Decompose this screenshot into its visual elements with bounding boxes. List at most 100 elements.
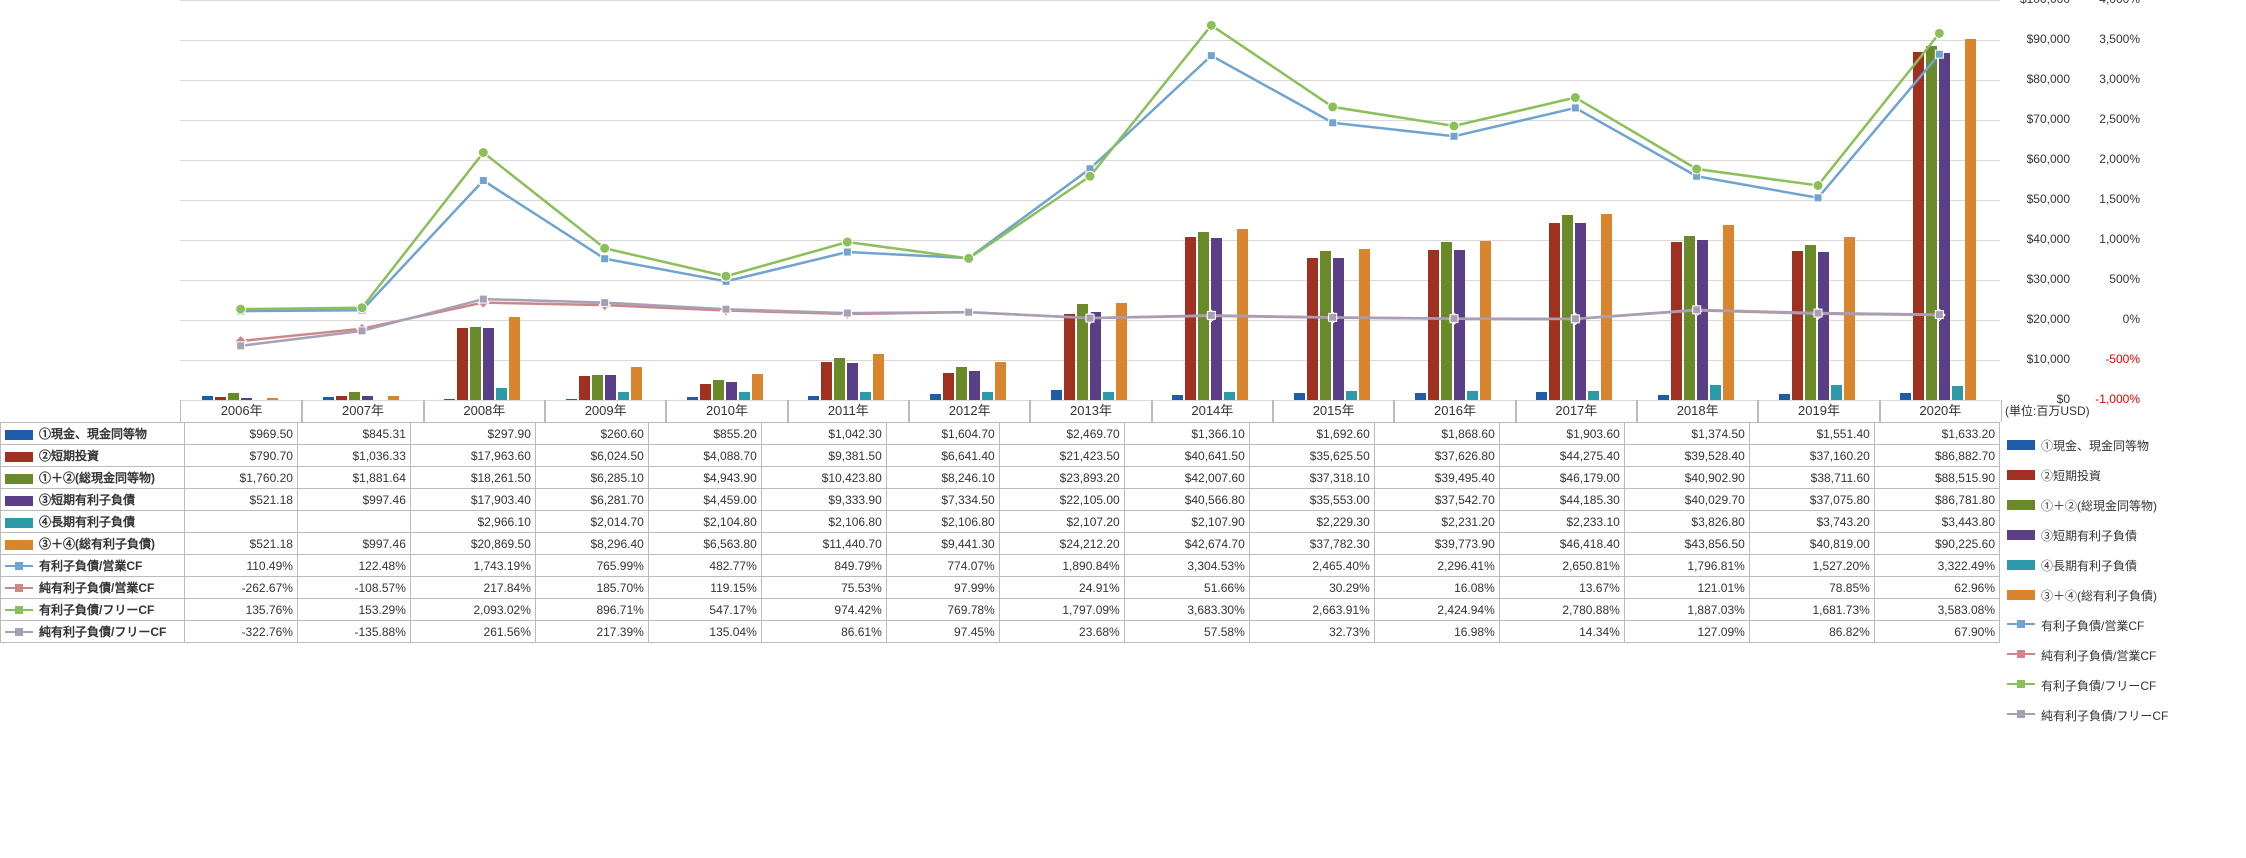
marker-debt_opcf <box>1450 132 1458 140</box>
cell: 896.71% <box>535 599 648 621</box>
marker-debt_fcf <box>600 243 610 253</box>
cell: 769.78% <box>886 599 999 621</box>
cell: -108.57% <box>297 577 410 599</box>
cell: $6,641.40 <box>886 445 999 467</box>
cell: $3,826.80 <box>1624 511 1749 533</box>
row-label: ④長期有利子負債 <box>39 515 135 529</box>
xcat: 2019年 <box>1757 400 1880 422</box>
cell: $86,882.70 <box>1874 445 1999 467</box>
cell: 135.76% <box>185 599 298 621</box>
table-row-debt_fcf: 有利子負債/フリーCF135.76%153.29%2,093.02%896.71… <box>1 599 2000 621</box>
cell: $6,281.70 <box>535 489 648 511</box>
xcat: 2012年 <box>908 400 1031 422</box>
cell: $40,566.80 <box>1124 489 1249 511</box>
chart-container: { "axes":{ "y1":{"min":0,"max":100000,"s… <box>0 0 2246 858</box>
cell: 2,424.94% <box>1374 599 1499 621</box>
row-label: 純有利子負債/フリーCF <box>39 625 166 639</box>
cell: $2,469.70 <box>999 423 1124 445</box>
cell: $1,374.50 <box>1624 423 1749 445</box>
cell: $46,418.40 <box>1499 533 1624 555</box>
row-label: ②短期投資 <box>39 449 99 463</box>
cell: 217.39% <box>535 621 648 643</box>
legend-label: ④長期有利子負債 <box>2041 557 2137 574</box>
line-debt_opcf <box>241 54 1940 311</box>
row-label: 有利子負債/営業CF <box>39 559 142 573</box>
cell: 62.96% <box>1874 577 1999 599</box>
cell: 774.07% <box>886 555 999 577</box>
y2-tick: 4,000% <box>2099 0 2140 6</box>
legend-label: ③短期有利子負債 <box>2041 527 2137 544</box>
cell: $9,441.30 <box>886 533 999 555</box>
cell: $37,318.10 <box>1249 467 1374 489</box>
marker-debt_fcf <box>1206 20 1216 30</box>
cell: $37,075.80 <box>1749 489 1874 511</box>
marker-netdebt_fcf <box>1693 306 1701 314</box>
cell: $1,633.20 <box>1874 423 1999 445</box>
cell: $969.50 <box>185 423 298 445</box>
legend-item-debt_fcf: 有利子負債/フリーCF <box>2005 670 2240 700</box>
cell: $1,042.30 <box>761 423 886 445</box>
cell <box>297 511 410 533</box>
y1-tick: $20,000 <box>2027 312 2070 326</box>
cell: $2,106.80 <box>761 511 886 533</box>
cell: 2,296.41% <box>1374 555 1499 577</box>
marker-netdebt_fcf <box>1935 311 1943 319</box>
marker-debt_fcf <box>1692 164 1702 174</box>
cell: $855.20 <box>648 423 761 445</box>
cell: 16.08% <box>1374 577 1499 599</box>
legend-item-totdebt: ③＋④(総有利子負債) <box>2005 580 2240 610</box>
xcat: 2008年 <box>423 400 546 422</box>
cell: 2,780.88% <box>1499 599 1624 621</box>
cell: 1,796.81% <box>1624 555 1749 577</box>
table-row-totcash: ①＋②(総現金同等物)$1,760.20$1,881.64$18,261.50$… <box>1 467 2000 489</box>
cell: 2,093.02% <box>410 599 535 621</box>
cell: $40,902.90 <box>1624 467 1749 489</box>
cell: $1,760.20 <box>185 467 298 489</box>
xcat: 2016年 <box>1393 400 1516 422</box>
marker-netdebt_fcf <box>601 299 609 307</box>
cell: $260.60 <box>535 423 648 445</box>
xcat: 2017年 <box>1515 400 1638 422</box>
cell: $6,024.50 <box>535 445 648 467</box>
cell: 3,583.08% <box>1874 599 1999 621</box>
cell: $1,903.60 <box>1499 423 1624 445</box>
table-row-stdebt: ③短期有利子負債$521.18$997.46$17,903.40$6,281.7… <box>1 489 2000 511</box>
y1-tick: $70,000 <box>2027 112 2070 126</box>
cell: $521.18 <box>185 533 298 555</box>
cell <box>185 511 298 533</box>
cell: 974.42% <box>761 599 886 621</box>
cell: $90,225.60 <box>1874 533 1999 555</box>
marker-debt_fcf <box>1570 93 1580 103</box>
cell: $8,296.40 <box>535 533 648 555</box>
cell: 1,527.20% <box>1749 555 1874 577</box>
marker-debt_fcf <box>721 271 731 281</box>
cell: $37,626.80 <box>1374 445 1499 467</box>
lines-layer <box>180 0 2000 400</box>
cell: 3,322.49% <box>1874 555 1999 577</box>
xcat: 2015年 <box>1272 400 1395 422</box>
cell: $35,625.50 <box>1249 445 1374 467</box>
cell: $44,185.30 <box>1499 489 1624 511</box>
y2-tick: 2,000% <box>2099 152 2140 166</box>
cell: $997.46 <box>297 533 410 555</box>
cell: $4,459.00 <box>648 489 761 511</box>
marker-netdebt_fcf <box>722 305 730 313</box>
y1-tick: $80,000 <box>2027 72 2070 86</box>
cell: 110.49% <box>185 555 298 577</box>
cell: 97.45% <box>886 621 999 643</box>
xcat: 2013年 <box>1029 400 1152 422</box>
cell: $10,423.80 <box>761 467 886 489</box>
xcat: 2011年 <box>787 400 910 422</box>
cell: $8,246.10 <box>886 467 999 489</box>
y1-tick: $60,000 <box>2027 152 2070 166</box>
table-row-ltdebt: ④長期有利子負債$2,966.10$2,014.70$2,104.80$2,10… <box>1 511 2000 533</box>
cell: 482.77% <box>648 555 761 577</box>
cell: $42,674.70 <box>1124 533 1249 555</box>
cell: $2,107.90 <box>1124 511 1249 533</box>
legend-unit <box>2005 400 2240 430</box>
row-label: ③＋④(総有利子負債) <box>39 537 155 551</box>
legend-item-debt_opcf: 有利子負債/営業CF <box>2005 610 2240 640</box>
marker-netdebt_fcf <box>1571 315 1579 323</box>
marker-debt_opcf <box>1935 50 1943 58</box>
cell: $20,869.50 <box>410 533 535 555</box>
